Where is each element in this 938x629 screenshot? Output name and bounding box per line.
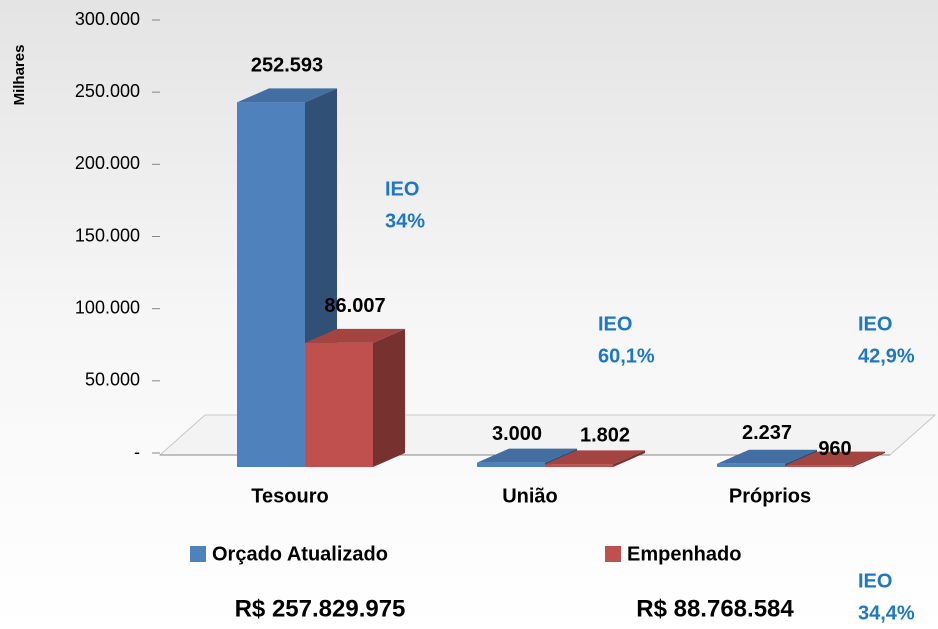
- bar-top: [717, 449, 817, 464]
- legend-swatch: [605, 546, 621, 562]
- x-tick-label: União: [502, 485, 558, 507]
- annotation: IEO: [858, 313, 892, 335]
- annotation: IEO: [385, 178, 419, 200]
- annotation: 60,1%: [598, 345, 655, 367]
- y-tick-label: 150.000: [75, 225, 140, 245]
- legend-label: Orçado Atualizado: [212, 543, 388, 565]
- y-tick-label: 50.000: [85, 370, 140, 390]
- value-label: 2.237: [742, 422, 792, 444]
- y-tick-label: 300.000: [75, 9, 140, 29]
- value-label: 1.802: [580, 425, 630, 447]
- total-label: R$ 88.768.584: [636, 595, 794, 622]
- bar-top: [477, 448, 577, 463]
- bar-front: [545, 464, 613, 467]
- value-label: 3.000: [492, 423, 542, 445]
- x-tick-label: Próprios: [729, 485, 811, 507]
- annotation: 34,4%: [858, 602, 915, 624]
- bar-side: [373, 328, 405, 467]
- bar-front: [477, 462, 545, 467]
- legend-swatch: [190, 546, 206, 562]
- y-tick-label: 100.000: [75, 297, 140, 317]
- bar-top: [237, 88, 337, 103]
- bar: [305, 328, 405, 467]
- bar-front: [785, 465, 853, 467]
- y-axis-label: Milhares: [11, 45, 28, 106]
- value-label: 252.593: [251, 55, 323, 77]
- total-label: R$ 257.829.975: [235, 595, 406, 622]
- x-tick-label: Tesouro: [251, 485, 328, 507]
- bar-side: [613, 450, 645, 467]
- y-tick-label: 250.000: [75, 81, 140, 101]
- bar-front: [305, 342, 373, 467]
- bar-front: [717, 463, 785, 467]
- value-label: 960: [818, 438, 851, 460]
- bar-front: [237, 102, 305, 467]
- bar-top: [545, 450, 645, 465]
- bar-top: [305, 328, 405, 343]
- annotation: IEO: [858, 570, 892, 592]
- annotation: 34%: [385, 210, 425, 232]
- annotation: 42,9%: [858, 345, 915, 367]
- bar-top: [785, 451, 885, 466]
- annotation: IEO: [598, 313, 632, 335]
- y-tick-label: -: [134, 442, 140, 462]
- legend-label: Empenhado: [627, 543, 741, 565]
- y-tick-label: 200.000: [75, 153, 140, 173]
- bar: [545, 450, 645, 467]
- bar: [785, 451, 885, 467]
- bar-side: [853, 451, 885, 467]
- value-label: 86.007: [324, 295, 385, 317]
